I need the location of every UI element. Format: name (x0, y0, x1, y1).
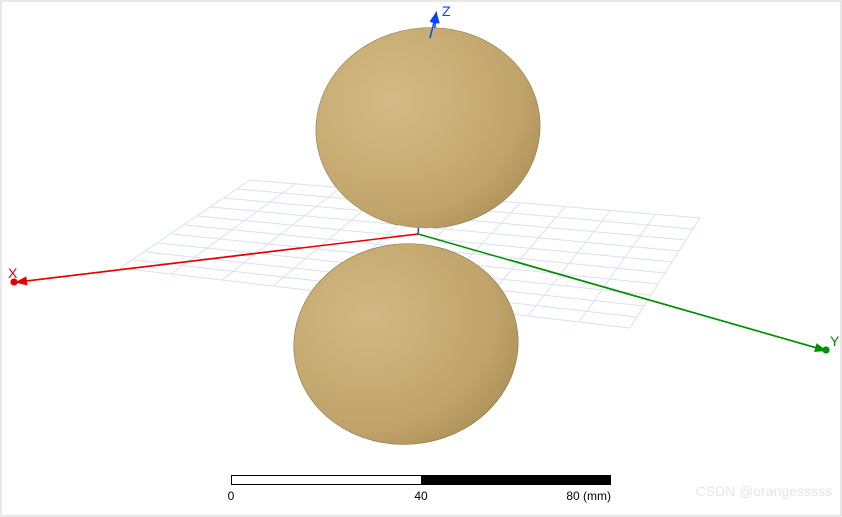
3d-viewport[interactable]: X Y Z (0, 0, 842, 517)
scale-label-1: 40 (414, 489, 427, 503)
y-axis-front (510, 260, 824, 350)
y-axis-label: Y (830, 333, 840, 349)
scale-label-2: 80 (mm) (566, 489, 611, 503)
z-axis-label: Z (442, 3, 451, 19)
scale-label-0: 0 (228, 489, 235, 503)
scale-segment-0 (232, 476, 421, 484)
scale-bar: 0 40 80 (mm) (231, 475, 611, 505)
x-axis-label: X (8, 265, 18, 281)
watermark: CSDN @orangesssss (696, 483, 832, 499)
scale-segment-1 (421, 476, 610, 484)
